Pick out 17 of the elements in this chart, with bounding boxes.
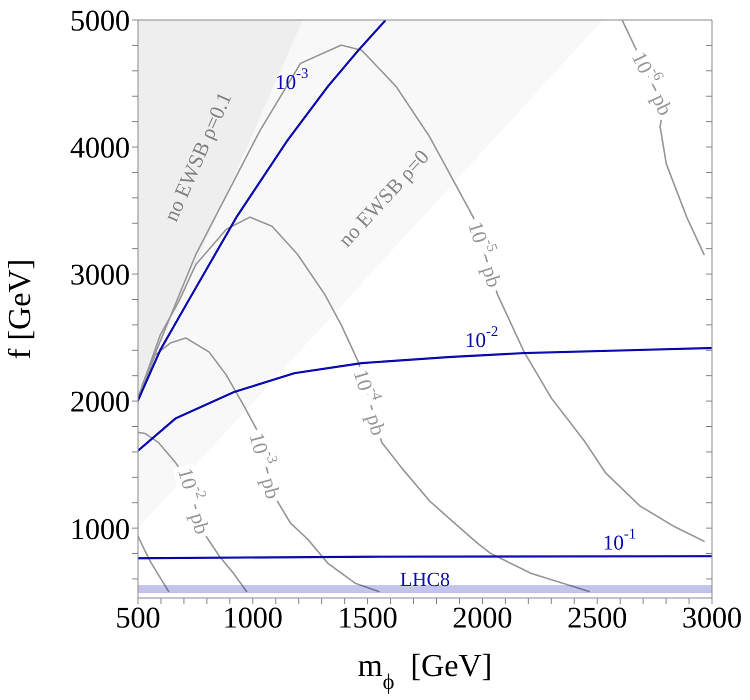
x-axis-title: m$_{ϕ}$ [GeV] xyxy=(358,647,492,694)
x-tick-label: 1500 xyxy=(338,601,398,634)
ref-line-label: LHC8 xyxy=(400,569,450,592)
y-tick-label: 1000 xyxy=(70,512,130,546)
y-tick-label: 3000 xyxy=(70,258,130,292)
x-tick-label: 2500 xyxy=(567,601,628,634)
y-tick-label: 4000 xyxy=(70,132,130,165)
x-tick-label: 500 xyxy=(116,601,160,634)
annotation: 10$^{-1}$ xyxy=(602,526,636,554)
x-tick-label: 1000 xyxy=(222,601,283,634)
x-tick-label: 2000 xyxy=(452,601,512,634)
annotation: 10$^{-3}$ xyxy=(275,66,308,94)
y-tick-label: 5000 xyxy=(70,4,130,38)
series-label: no EWSB ρ=0.1 xyxy=(158,88,236,225)
x-tick-label: 3000 xyxy=(682,601,742,634)
y-tick-label: 2000 xyxy=(70,386,130,419)
annotation: 10$^{-2}$ xyxy=(464,324,498,352)
